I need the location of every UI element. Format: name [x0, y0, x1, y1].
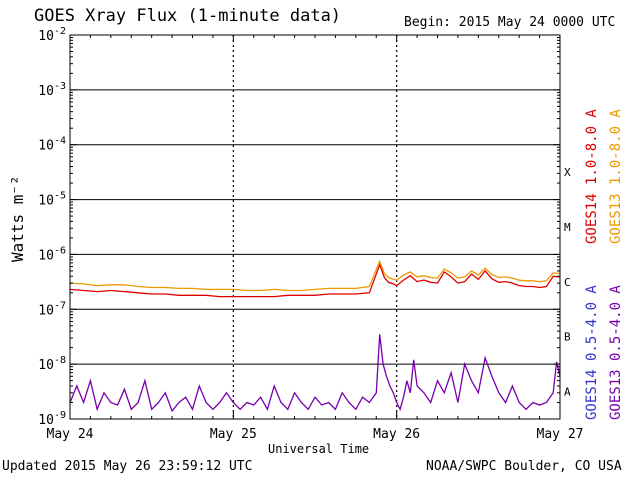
legend-entry: GOES13 0.5-4.0 A	[608, 285, 624, 420]
flare-class-label: M	[564, 221, 571, 234]
legend-entry: GOES14 1.0-8.0 A	[584, 109, 600, 244]
y-tick-label: 10-2	[38, 26, 66, 44]
y-tick-label: 10-5	[38, 191, 66, 209]
y-axis-label: Watts m⁻²	[8, 175, 27, 262]
credit: NOAA/SWPC Boulder, CO USA	[426, 459, 622, 474]
series-line	[69, 334, 561, 413]
begin-time: Begin: 2015 May 24 0000 UTC	[404, 15, 616, 30]
y-tick-label: 10-7	[38, 300, 66, 318]
y-tick-label: 10-8	[38, 355, 66, 373]
x-tick-labels: May 24 May 25 May 26 May 27	[47, 427, 584, 442]
legend-entry: GOES13 1.0-8.0 A	[608, 109, 624, 244]
y-tick-label: 10-9	[38, 410, 66, 428]
series-lines	[69, 259, 561, 413]
chart-title: GOES Xray Flux (1-minute data)	[34, 6, 342, 26]
flare-class-label: C	[564, 276, 571, 289]
legend-entry: GOES14 0.5-4.0 A	[584, 285, 600, 420]
series-line	[69, 259, 561, 292]
flare-class-label: A	[564, 386, 571, 399]
flare-class-label: B	[564, 331, 571, 344]
flare-class-label: X	[564, 166, 571, 179]
plot-frame	[69, 34, 561, 420]
x-tick-label: May 25	[210, 427, 257, 442]
y-tick-labels: 10-2 10-3 10-4 10-5 10-6 10-7 10-8 10-9	[38, 26, 66, 428]
x-tick-label: May 27	[537, 427, 584, 442]
series-line	[69, 262, 561, 298]
x-axis-label: Universal Time	[268, 442, 370, 456]
flare-class-labels: X M C B A	[564, 166, 571, 398]
x-tick-label: May 24	[47, 427, 94, 442]
grid-lines	[70, 35, 560, 419]
x-tick-label: May 26	[373, 427, 420, 442]
y-tick-label: 10-3	[38, 81, 66, 99]
y-tick-label: 10-4	[38, 136, 66, 154]
updated-timestamp: Updated 2015 May 26 23:59:12 UTC	[2, 459, 253, 474]
y-tick-label: 10-6	[38, 245, 66, 263]
